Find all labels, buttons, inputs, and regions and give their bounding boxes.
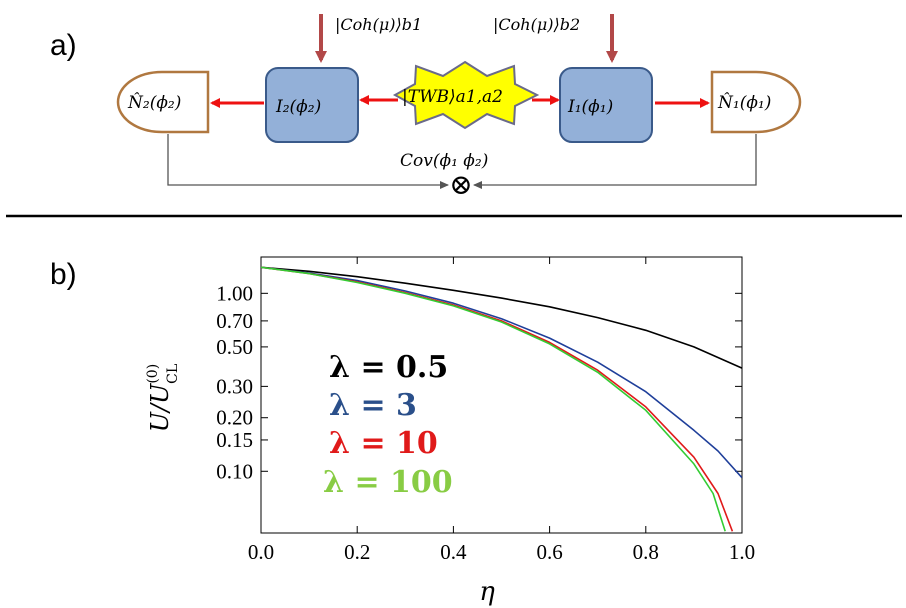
panel-b-chart: b) 0.100.150.200.300.500.701.00 0.0 0.2 0.…	[50, 256, 755, 607]
y-tick-label: 0.30	[216, 374, 253, 398]
y-tick-label: 1.00	[216, 281, 253, 305]
y-tick-label: 0.70	[216, 309, 253, 333]
x-tick-label: 0.6	[536, 540, 562, 564]
detector-right-shape	[710, 70, 802, 134]
y-axis-label-main: U/U	[146, 383, 174, 432]
detector-left-label: N̂₂(ϕ₂)	[127, 93, 181, 113]
y-axis-label-sup: (0)	[145, 364, 161, 384]
legend-entry-3: λ = 100	[323, 465, 453, 500]
legend-entry-1: λ = 3	[329, 388, 417, 423]
x-tick-label: 0.8	[633, 540, 659, 564]
correlator-symbol: ⊗	[449, 168, 472, 201]
x-tick-label: 0.2	[344, 540, 370, 564]
twb-source-star	[392, 60, 540, 130]
interferometer-right-box	[559, 67, 653, 143]
interferometer-left-box	[265, 67, 359, 143]
series-line-1	[261, 266, 742, 479]
detector-left-shape	[116, 70, 210, 134]
legend-entry-2: λ = 10	[329, 426, 438, 461]
coherent-left-label: |Coh(μ)⟩b1	[335, 15, 422, 34]
y-tick-label: 0.20	[216, 406, 253, 430]
panel-b-label: b)	[50, 258, 77, 291]
connector-left	[167, 134, 449, 189]
covariance-label: Cov(ϕ₁ ϕ₂)	[400, 151, 488, 171]
x-axis-ticks: 0.0 0.2 0.4 0.6 0.8 1.0	[248, 257, 755, 564]
y-axis-ticks: 0.10 0.150.20 0.30 0.500.70 1.00	[216, 281, 742, 483]
chart-series	[261, 266, 742, 532]
y-tick-label: 0.10	[216, 459, 253, 483]
plot-frame	[260, 256, 743, 534]
legend-entry-0: λ = 0.5	[329, 350, 448, 385]
interferometer-left-label: I₂(ϕ₂)	[275, 97, 321, 117]
x-tick-label: 0.0	[248, 540, 274, 564]
y-tick-label: 0.50	[216, 335, 253, 359]
coherent-right-label: |Coh(μ)⟩b2	[493, 15, 580, 34]
connector-right	[473, 134, 757, 189]
panel-a-label: a)	[50, 29, 77, 62]
series-line-0	[261, 266, 742, 369]
interferometer-right-label: I₁(ϕ₁)	[567, 97, 613, 117]
detector-right-label: N̂₁(ϕ₁)	[717, 93, 771, 113]
panel-a-diagram: a) |Coh(μ)⟩b1 |Coh(μ)⟩b2 N̂₂(ϕ₂) I₂(ϕ₂) …	[50, 14, 802, 201]
y-axis-label-sub: CL	[165, 364, 181, 384]
chart-legend: λ = 0.5λ = 3λ = 10 λ = 100	[323, 350, 453, 500]
x-tick-label: 1.0	[729, 540, 755, 564]
y-axis-label: U/U(0) CL	[145, 364, 181, 432]
x-axis-label: η	[479, 577, 495, 607]
twb-source-label: |TWB⟩a1,a2	[402, 87, 503, 107]
y-tick-label: 0.15	[216, 428, 253, 452]
x-tick-label: 0.4	[440, 540, 467, 564]
series-line-3	[261, 266, 726, 532]
